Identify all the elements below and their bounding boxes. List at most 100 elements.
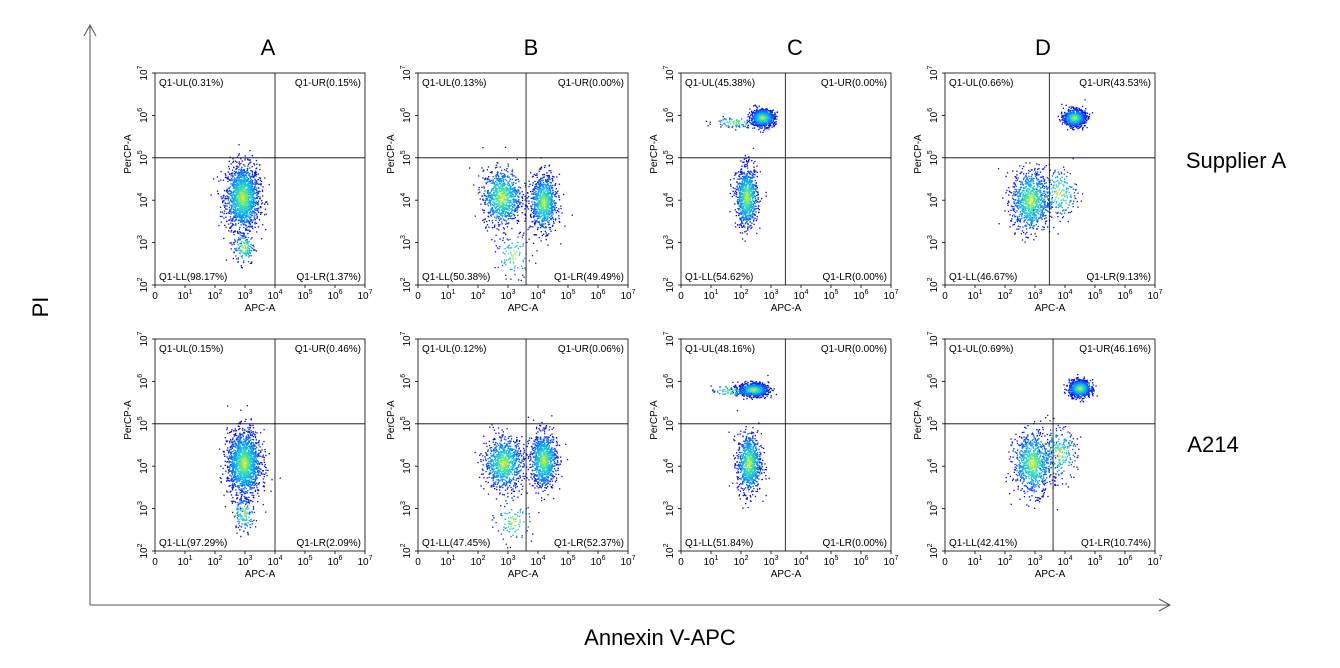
event-point — [233, 191, 235, 193]
event-point — [230, 211, 232, 213]
event-point — [766, 128, 768, 130]
column-header-a: A — [261, 35, 276, 60]
panel-points — [210, 144, 270, 269]
event-point — [255, 200, 257, 202]
event-point — [494, 199, 496, 201]
event-point — [550, 218, 552, 221]
event-point — [765, 119, 767, 121]
event-point — [506, 201, 508, 203]
event-point — [251, 247, 253, 249]
event-point — [501, 193, 503, 195]
event-point — [244, 192, 246, 195]
event-point — [234, 219, 236, 221]
event-point — [498, 203, 500, 205]
event-point — [249, 196, 251, 199]
event-point — [538, 183, 540, 186]
event-point — [504, 175, 506, 177]
event-point — [234, 248, 236, 250]
event-point — [513, 209, 516, 211]
event-point — [530, 216, 533, 218]
event-point — [734, 172, 736, 174]
event-point — [251, 189, 253, 191]
event-point — [494, 197, 496, 199]
event-point — [738, 176, 741, 178]
event-point — [760, 112, 762, 114]
event-point — [757, 114, 760, 116]
event-point — [501, 191, 503, 193]
event-point — [508, 218, 510, 220]
event-point — [550, 213, 552, 215]
event-point — [261, 200, 263, 202]
event-point — [252, 189, 254, 191]
event-point — [750, 227, 752, 229]
event-point — [252, 179, 254, 182]
event-point — [544, 199, 547, 201]
event-point — [244, 245, 246, 247]
event-point — [250, 220, 252, 222]
outer-y-axis-arrow — [83, 23, 97, 37]
event-point — [497, 200, 499, 202]
event-point — [495, 211, 498, 213]
event-point — [764, 125, 766, 128]
event-point — [486, 230, 489, 232]
event-point — [484, 218, 486, 220]
event-point — [757, 112, 759, 115]
event-point — [503, 168, 506, 171]
event-point — [533, 210, 535, 213]
event-point — [741, 189, 743, 191]
event-point — [775, 123, 777, 125]
event-point — [543, 233, 545, 235]
event-point — [496, 214, 498, 216]
event-point — [256, 217, 258, 219]
event-point — [743, 204, 745, 207]
event-point — [248, 222, 250, 225]
event-point — [522, 261, 524, 263]
event-point — [752, 172, 754, 174]
event-point — [764, 123, 766, 125]
event-point — [233, 234, 235, 236]
event-point — [242, 175, 245, 177]
event-point — [756, 207, 758, 210]
event-point — [496, 205, 498, 207]
event-point — [535, 195, 537, 197]
event-point — [513, 199, 515, 201]
event-point — [515, 245, 517, 247]
event-point — [248, 188, 250, 191]
event-point — [774, 116, 776, 118]
event-point — [242, 213, 245, 215]
event-point — [255, 250, 257, 252]
quadrant-label-ll: Q1-LL(50.38%) — [422, 272, 490, 283]
event-point — [532, 197, 534, 199]
event-point — [528, 227, 530, 229]
event-point — [234, 239, 236, 241]
event-point — [533, 203, 536, 205]
event-point — [250, 183, 252, 185]
event-point — [738, 207, 740, 210]
event-point — [250, 250, 253, 252]
event-point — [498, 179, 500, 181]
event-point — [540, 231, 542, 233]
event-point — [759, 114, 761, 116]
event-point — [516, 206, 518, 208]
event-point — [486, 169, 488, 171]
event-point — [252, 176, 254, 179]
event-point — [490, 204, 492, 207]
event-point — [757, 119, 759, 121]
event-point — [767, 126, 769, 128]
event-point — [238, 199, 240, 201]
event-point — [238, 203, 240, 206]
event-point — [229, 204, 231, 206]
event-point — [535, 213, 537, 215]
event-point — [517, 214, 519, 217]
event-point — [766, 112, 768, 114]
event-point — [488, 196, 490, 198]
event-point — [758, 105, 760, 107]
event-point — [738, 178, 741, 180]
event-point — [548, 187, 550, 189]
event-point — [249, 186, 251, 188]
event-point — [238, 190, 241, 193]
event-point — [550, 210, 552, 213]
event-point — [254, 221, 256, 223]
event-point — [743, 161, 745, 163]
panel-y-axis-title: PerCP-A — [386, 134, 397, 174]
